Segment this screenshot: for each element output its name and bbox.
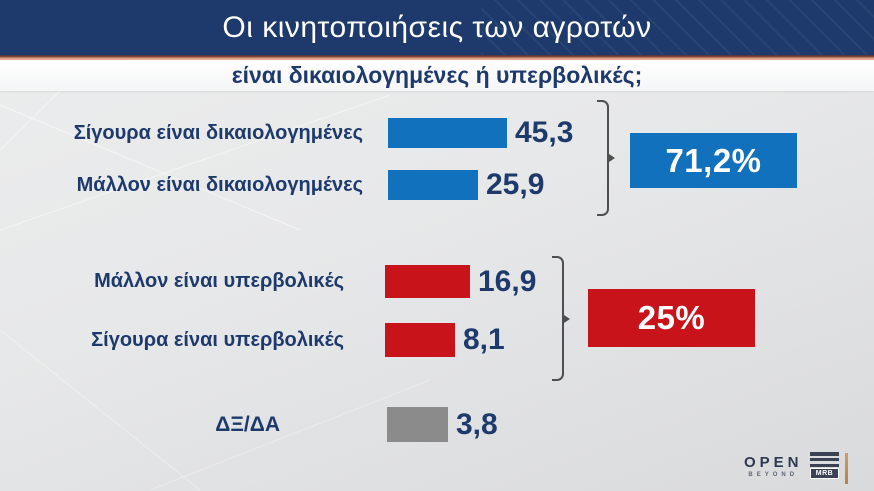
bar-blue <box>388 118 507 148</box>
mrb-logo-text: MRB <box>810 468 839 479</box>
group-bracket-excessive <box>552 256 564 381</box>
mrb-pollster-logo: MRB <box>810 452 839 480</box>
accent-separator <box>0 55 874 60</box>
orange-tick-mark <box>845 453 848 484</box>
open-logo-subtext: BEYOND <box>748 472 799 478</box>
open-channel-logo: OPEN BEYOND <box>744 454 803 478</box>
subtitle-band: είναι δικαιολογημένες ή υπερβολικές; <box>0 60 874 91</box>
page-title: Οι κινητοποιήσεις των αγροτών <box>222 10 652 44</box>
page-subtitle: είναι δικαιολογημένες ή υπερβολικές; <box>231 62 643 88</box>
bar-row-mallon-ypervolikes: Μάλλον είναι υπερβολικές 16,9 <box>0 265 536 298</box>
mrb-logo-stripes <box>810 452 839 467</box>
group-bracket-justified <box>597 100 609 216</box>
open-logo-text: OPEN <box>744 454 803 471</box>
bar-label: Μάλλον είναι δικαιολογημένες <box>76 173 363 196</box>
bar-red <box>385 323 455 357</box>
bar-red <box>385 265 470 298</box>
bar-value: 3,8 <box>456 407 498 441</box>
aggregate-box-excessive: 25% <box>588 289 755 347</box>
bar-value: 45,3 <box>515 116 574 149</box>
bar-row-sigoura-dikaiologimenes: Σίγουρα είναι δικαιολογημένες 45,3 <box>0 116 574 149</box>
bar-label: Σίγουρα είναι δικαιολογημένες <box>73 121 363 144</box>
banner-hatch-texture <box>480 0 874 55</box>
bar-label: ΔΞ/ΔΑ <box>215 412 280 436</box>
bar-row-sigoura-ypervolikes: Σίγουρα είναι υπερβολικές 8,1 <box>0 323 505 357</box>
aggregate-value: 25% <box>637 299 706 336</box>
title-banner: Οι κινητοποιήσεις των αγροτών <box>0 0 874 55</box>
bar-value: 8,1 <box>463 323 505 356</box>
bar-value: 16,9 <box>478 264 537 298</box>
bar-label: Σίγουρα είναι υπερβολικές <box>91 328 344 351</box>
bar-value: 25,9 <box>486 168 545 201</box>
bar-label: Μάλλον είναι υπερβολικές <box>94 270 344 292</box>
aggregate-box-justified: 71,2% <box>630 133 797 188</box>
bar-row-dkda: ΔΞ/ΔΑ 3,8 <box>0 407 498 442</box>
bar-row-mallon-dikaiologimenes: Μάλλον είναι δικαιολογημένες 25,9 <box>0 168 545 201</box>
bar-gray <box>387 407 448 442</box>
aggregate-value: 71,2% <box>665 141 762 179</box>
bar-blue <box>388 170 478 200</box>
